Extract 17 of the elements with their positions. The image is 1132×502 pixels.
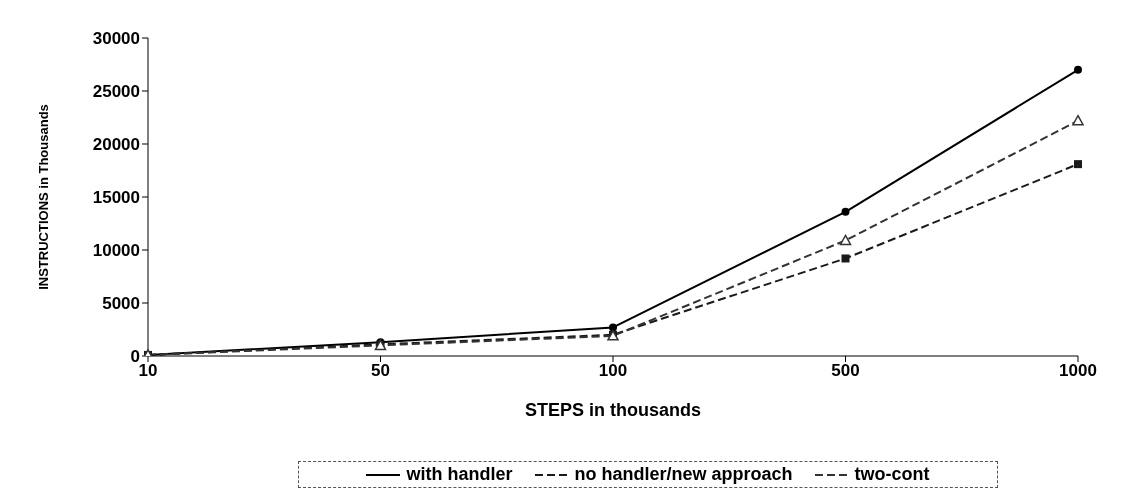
- legend-label: with handler: [406, 464, 513, 485]
- y-tick-label: 30000: [92, 29, 140, 49]
- legend-label: no handler/new approach: [574, 464, 793, 485]
- x-tick-label: 50: [371, 361, 390, 381]
- y-tick-label: 0: [130, 347, 140, 367]
- x-tick-label: 1000: [1059, 361, 1097, 381]
- y-axis-title: INSTRUCTIONS in Thousands: [35, 104, 51, 290]
- y-tick-label: 5000: [102, 294, 140, 314]
- y-tick-label: 15000: [92, 188, 140, 208]
- x-tick-label: 100: [598, 361, 628, 381]
- y-tick-label: 25000: [92, 82, 140, 102]
- x-tick-label: 10: [138, 361, 158, 381]
- x-tick-label: 500: [831, 361, 860, 381]
- x-axis-title: STEPS in thousands: [524, 400, 702, 420]
- y-tick-label: 10000: [92, 241, 140, 261]
- legend-label: two-cont: [854, 464, 930, 485]
- y-tick-label: 20000: [92, 135, 140, 155]
